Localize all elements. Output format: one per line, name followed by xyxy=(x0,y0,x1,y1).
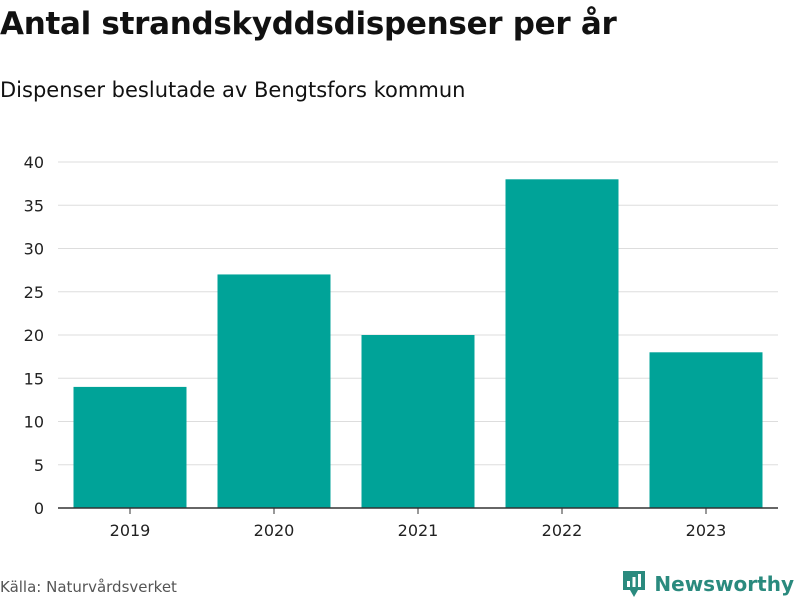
y-tick-label: 35 xyxy=(24,196,44,215)
bar-chart: 0 5 10 15 20 25 30 35 40 2019 2020 2021 2022 2023 xyxy=(24,153,778,540)
chart-subtitle: Dispenser beslutade av Bengtsfors kommun xyxy=(0,78,466,102)
y-tick-label: 30 xyxy=(24,240,44,259)
y-tick-label: 10 xyxy=(24,413,44,432)
x-tick-label: 2023 xyxy=(686,521,727,540)
x-tick-label: 2021 xyxy=(398,521,439,540)
y-tick-label: 15 xyxy=(24,369,44,388)
x-axis-ticks: 2019 2020 2021 2022 2023 xyxy=(110,508,727,540)
y-axis-ticks: 0 5 10 15 20 25 30 35 40 xyxy=(24,153,44,518)
x-tick-label: 2019 xyxy=(110,521,151,540)
source-note: Källa: Naturvårdsverket xyxy=(0,578,177,596)
bar-2022 xyxy=(505,179,619,509)
bar-2023 xyxy=(649,352,763,508)
bar-2020 xyxy=(217,274,331,508)
bar-2019 xyxy=(73,386,187,508)
brand-logo: Newsworthy xyxy=(621,569,794,599)
y-tick-label: 20 xyxy=(24,326,44,345)
bars xyxy=(73,179,763,509)
y-tick-label: 5 xyxy=(34,456,44,475)
x-tick-label: 2022 xyxy=(542,521,583,540)
y-tick-label: 40 xyxy=(24,153,44,172)
y-tick-label: 0 xyxy=(34,499,44,518)
bar-2021 xyxy=(361,335,475,508)
y-tick-label: 25 xyxy=(24,283,44,302)
brand-name: Newsworthy xyxy=(654,572,794,596)
x-tick-label: 2020 xyxy=(254,521,295,540)
newsworthy-logo-icon xyxy=(623,571,646,597)
chart-title: Antal strandskyddsdispenser per år xyxy=(0,6,617,42)
